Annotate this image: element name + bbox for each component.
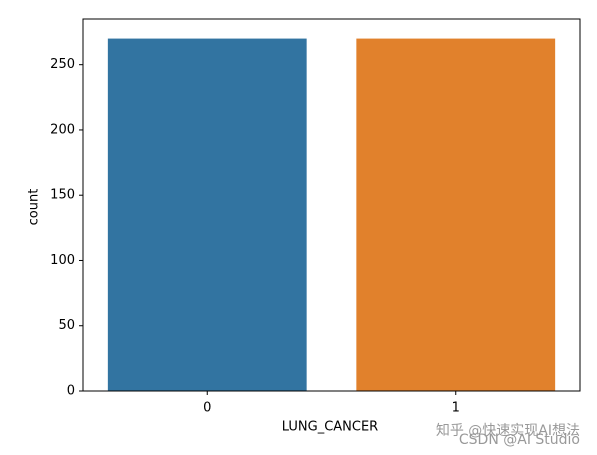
watermark: CSDN @AI Studio xyxy=(459,432,580,448)
x-tick-label: 1 xyxy=(452,401,460,416)
y-tick-label: 100 xyxy=(50,253,75,268)
x-axis-label: LUNG_CANCER xyxy=(282,420,378,435)
y-tick-label: 200 xyxy=(50,122,75,137)
y-axis-label: count xyxy=(27,189,42,226)
watermark: 知乎 @快速实现AI想法 xyxy=(436,422,580,439)
y-tick-label: 150 xyxy=(50,188,75,203)
axes-frame xyxy=(82,18,581,392)
y-tick-label: 0 xyxy=(67,384,75,399)
y-tick-label: 50 xyxy=(58,318,75,333)
y-tick-label: 250 xyxy=(50,57,75,72)
x-tick-label: 0 xyxy=(203,401,211,416)
bar xyxy=(356,38,556,391)
bar xyxy=(107,38,307,391)
